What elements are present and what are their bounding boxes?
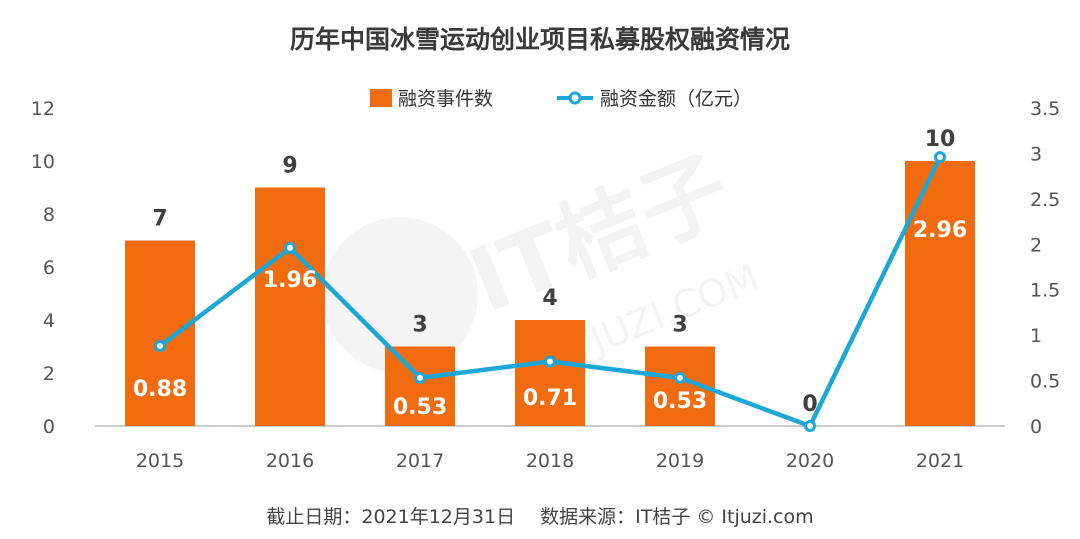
bar-data-label: 7	[152, 207, 167, 232]
y-right-tick-label: 3.5	[1030, 98, 1060, 120]
line-point	[934, 151, 946, 164]
x-tick-label: 2017	[396, 450, 444, 472]
x-tick-label: 2021	[916, 450, 964, 472]
legend-bar-swatch	[370, 89, 392, 107]
line-data-label: 2.96	[913, 218, 967, 243]
y-left-tick-label: 0	[43, 416, 55, 438]
line-point	[804, 420, 816, 432]
x-tick-label: 2016	[266, 450, 314, 472]
y-left-tick-label: 12	[31, 98, 55, 120]
legend-line-label: 融资金额（亿元）	[600, 88, 752, 110]
x-tick-label: 2018	[526, 450, 574, 472]
y-right-tick-label: 1	[1030, 325, 1042, 347]
y-axis-right: 0 0.5 1 1.5 2 2.5 3 3.5	[1030, 98, 1060, 438]
line-data-label: 0.71	[523, 386, 577, 411]
y-right-tick-label: 3	[1030, 143, 1042, 165]
bar	[905, 161, 975, 426]
y-right-tick-label: 2.5	[1030, 189, 1060, 211]
bar	[255, 187, 325, 426]
line-data-label: 0.53	[393, 395, 447, 420]
bar-data-label: 10	[925, 127, 956, 152]
chart-title: 历年中国冰雪运动创业项目私募股权融资情况	[290, 25, 790, 54]
watermark-logo-icon	[322, 217, 478, 373]
line-series	[154, 151, 946, 432]
y-right-tick-label: 2	[1030, 234, 1042, 256]
bar-data-label: 0	[802, 392, 817, 417]
line-point	[284, 241, 296, 254]
bar-data-label: 4	[542, 286, 557, 311]
line-point	[544, 355, 556, 368]
y-left-tick-label: 10	[31, 151, 55, 173]
y-left-tick-label: 8	[43, 204, 55, 226]
line-point	[674, 371, 686, 384]
line-data-label: 1.96	[263, 268, 317, 293]
bar-data-label: 3	[672, 313, 687, 338]
bar	[385, 346, 455, 426]
y-left-tick-label: 2	[43, 363, 55, 385]
legend-bar-label: 融资事件数	[398, 88, 493, 110]
line-data-label: 0.53	[653, 389, 707, 414]
legend: 融资事件数 融资金额（亿元）	[370, 88, 752, 110]
line-labels: 0.88 1.96 0.53 0.71 0.53 2.96	[133, 218, 967, 420]
legend-line-marker	[568, 91, 582, 105]
bar-series	[125, 161, 975, 426]
x-tick-label: 2019	[656, 450, 704, 472]
y-right-tick-label: 0	[1030, 416, 1042, 438]
line-point	[154, 340, 166, 353]
x-axis: 2015 2016 2017 2018 2019 2020 2021	[95, 425, 1005, 472]
bar	[125, 240, 195, 426]
footer-note: 截止日期：2021年12月31日 数据来源：IT桔子 © Itjuzi.com	[266, 506, 813, 528]
bar-data-label: 3	[412, 313, 427, 338]
line-point	[414, 371, 426, 384]
y-left-tick-label: 4	[43, 310, 55, 332]
x-tick-label: 2020	[786, 450, 834, 472]
y-right-tick-label: 1.5	[1030, 280, 1060, 302]
bar-data-label: 9	[282, 154, 297, 179]
y-left-tick-label: 6	[43, 257, 55, 279]
y-right-tick-label: 0.5	[1030, 371, 1060, 393]
x-tick-label: 2015	[136, 450, 184, 472]
bar-labels: 7 9 3 4 3 0 10	[152, 127, 955, 417]
bar	[515, 320, 585, 426]
line-data-label: 0.88	[133, 377, 187, 402]
y-axis-left: 0 2 4 6 8 10 12	[31, 98, 55, 438]
